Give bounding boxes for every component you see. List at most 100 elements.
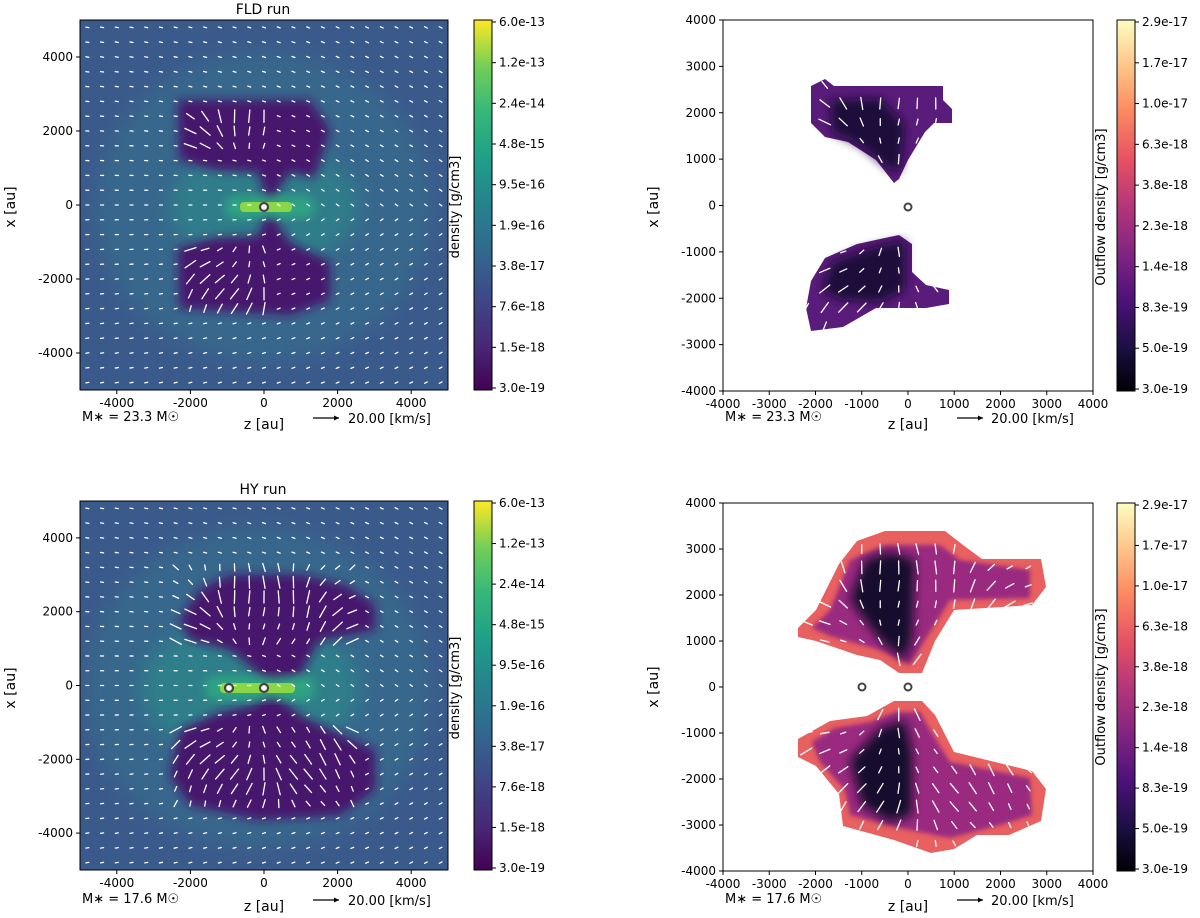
colorbar-tick-label: 2.9e-17 [1142, 498, 1188, 512]
velocity-arrow [335, 698, 340, 702]
velocity-arrow [379, 787, 384, 791]
x-tick-label: -3000 [752, 397, 787, 411]
velocity-arrow [438, 262, 443, 266]
velocity-arrow [306, 683, 311, 688]
mass-label: M∗ = 23.3 M☉ [725, 410, 822, 425]
velocity-arrow [350, 262, 355, 266]
x-tick-label: 4000 [396, 876, 427, 890]
colorbar-tick-label: 1.0e-17 [1142, 97, 1188, 111]
velocity-arrow [201, 591, 210, 603]
velocity-arrow [423, 595, 428, 599]
velocity-arrow [423, 580, 428, 584]
velocity-arrow [306, 536, 311, 540]
velocity-arrow [129, 861, 134, 864]
velocity-arrow [409, 100, 414, 103]
velocity-arrow [379, 262, 384, 266]
velocity-arrow [247, 655, 252, 657]
velocity-arrow [915, 748, 920, 755]
velocity-arrow [350, 785, 354, 792]
outflow-core-lower [850, 720, 912, 822]
velocity-arrow [409, 26, 414, 29]
velocity-arrow [934, 118, 938, 127]
velocity-arrow [185, 753, 195, 765]
velocity-arrow [409, 610, 414, 614]
velocity-arrow [247, 562, 251, 572]
velocity-arrow [335, 683, 340, 688]
velocity-arrow [878, 728, 883, 738]
velocity-arrow [306, 831, 311, 835]
velocity-arrow [276, 115, 281, 118]
velocity-arrow [379, 521, 384, 525]
velocity-arrow [232, 551, 237, 554]
velocity-arrow [200, 727, 210, 732]
velocity-arrow [423, 625, 428, 628]
velocity-arrow [188, 70, 193, 73]
velocity-arrow [365, 757, 370, 761]
colorbar-tick-label: 4.8e-15 [499, 137, 545, 151]
colorbar-tick-label: 1.0e-17 [1142, 579, 1188, 593]
velocity-arrow [423, 551, 428, 555]
y-tick-label: 1000 [685, 634, 716, 648]
velocity-arrow [438, 816, 443, 820]
velocity-arrow [218, 576, 221, 588]
colorbar-tick-label: 8.3e-19 [1142, 300, 1188, 314]
velocity-arrow [320, 336, 325, 340]
velocity-arrow [365, 654, 369, 658]
velocity-arrow [306, 726, 311, 733]
x-tick-label: -1000 [844, 877, 879, 891]
velocity-arrow [379, 566, 384, 569]
velocity-arrow [335, 173, 340, 177]
velocity-arrow [203, 26, 208, 29]
y-tick-label: 0 [708, 680, 716, 694]
velocity-arrow [291, 322, 296, 325]
velocity-arrow [199, 274, 211, 284]
velocity-arrow [350, 654, 355, 658]
x-tick-label: -3000 [752, 877, 787, 891]
velocity-arrow [158, 861, 164, 864]
velocity-arrow [320, 725, 326, 734]
velocity-arrow [276, 654, 281, 658]
x-tick-label: 1000 [939, 397, 970, 411]
velocity-arrow [276, 831, 281, 835]
velocity-arrow [394, 669, 399, 673]
velocity-arrow [379, 366, 384, 370]
velocity-arrow [897, 97, 901, 110]
velocity-arrow [969, 579, 976, 593]
velocity-arrow [262, 261, 266, 268]
velocity-arrow [379, 159, 384, 163]
velocity-arrow [173, 41, 178, 44]
velocity-arrow [365, 580, 370, 584]
velocity-arrow [423, 861, 428, 864]
velocity-arrow [129, 366, 134, 369]
velocity-arrow [335, 248, 340, 251]
velocity-arrow [262, 782, 266, 796]
velocity-arrow [173, 522, 178, 525]
velocity-arrow [424, 654, 428, 658]
velocity-arrow [409, 40, 414, 44]
velocity-arrow [306, 174, 311, 177]
velocity-arrow [203, 85, 208, 88]
velocity-arrow [915, 137, 920, 144]
velocity-arrow [306, 85, 311, 88]
velocity-arrow [819, 731, 830, 735]
velocity-arrow [859, 619, 865, 626]
velocity-arrow [879, 97, 882, 110]
velocity-arrow [365, 40, 370, 44]
velocity-arrow [970, 598, 976, 611]
velocity-arrow [320, 654, 325, 658]
y-tick-label: -3000 [681, 338, 716, 352]
velocity-arrow [897, 635, 900, 647]
velocity-arrow [365, 507, 370, 510]
velocity-arrow [291, 366, 296, 369]
velocity-arrow [818, 118, 832, 126]
colorbar-tick-label: 3.8e-17 [499, 259, 545, 273]
velocity-arrow [320, 817, 325, 820]
velocity-arrow [276, 683, 281, 688]
velocity-arrow [262, 245, 266, 254]
velocity-arrow [291, 307, 296, 310]
velocity-arrow [350, 698, 355, 702]
velocity-arrow [291, 233, 296, 236]
velocity-arrow [365, 366, 370, 370]
vector-key: 20.00 [km/s] [313, 894, 431, 909]
